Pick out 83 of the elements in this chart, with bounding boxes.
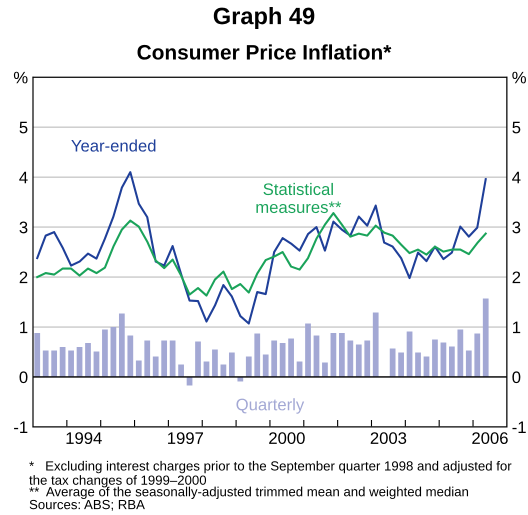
y-tick-label: 2: [20, 271, 28, 284]
bar: [415, 352, 421, 377]
bar: [204, 361, 210, 377]
x-tick-label: 2006: [472, 432, 508, 444]
bar: [161, 340, 168, 377]
bar: [262, 354, 269, 377]
bar: [51, 350, 58, 377]
bar: [127, 336, 134, 377]
bar: [372, 312, 379, 377]
bar: [118, 314, 125, 377]
bar: [220, 364, 226, 377]
chart-subtitle: Consumer Price Inflation*: [138, 44, 392, 60]
bar: [440, 342, 446, 377]
bar: [178, 364, 184, 377]
text: ** Average of the seasonally-adjusted trimmed mean and weighted median: [29, 486, 468, 499]
bar: [390, 348, 396, 377]
bar: [347, 340, 354, 377]
bar: [76, 347, 82, 377]
series-label: Quarterly: [236, 398, 304, 414]
y2-tick-label: 0: [512, 371, 520, 384]
bar: [280, 343, 286, 377]
y-tick-label: 0: [20, 371, 28, 384]
bar: [466, 350, 472, 377]
bar: [406, 332, 412, 377]
y2-tick-label: 5: [512, 122, 520, 134]
y-tick-label: 5: [20, 122, 28, 134]
bar: [144, 340, 150, 377]
bar: [170, 340, 176, 377]
y-tick-label: -1: [14, 422, 28, 433]
bar: [152, 356, 159, 377]
bar: [432, 340, 438, 377]
bar: [212, 350, 218, 377]
bar: [356, 344, 362, 377]
line-series: [36, 171, 487, 325]
bar: [457, 330, 464, 377]
bar: [246, 356, 252, 377]
y-tick-label: 4: [19, 172, 28, 184]
chart-title: Graph 49: [214, 7, 314, 30]
line-series: [36, 212, 487, 297]
y2-tick-label: 4: [512, 172, 521, 184]
bar: [296, 361, 302, 377]
bar: [474, 334, 480, 377]
y-tick-label: 1: [20, 322, 28, 334]
bar: [330, 333, 336, 377]
bar: [42, 350, 49, 377]
bar: [85, 343, 91, 377]
y2-tick-label: -1: [512, 422, 526, 433]
bar: [449, 346, 455, 377]
bar: [314, 336, 320, 377]
x-tick-label: 2000: [269, 432, 305, 444]
y2-tick-label: %: [512, 72, 526, 84]
bar: [305, 324, 311, 377]
bar: [254, 334, 260, 377]
text: * Excluding interest charges prior to the September quarter 1998 and adjusted for the tax changes of 1999–2000: [29, 460, 512, 488]
y2-tick-label: 3: [512, 222, 520, 234]
bar: [364, 340, 370, 377]
bar: [60, 347, 66, 377]
y2-tick-label: 2: [512, 271, 520, 284]
bar: [288, 338, 294, 377]
bar: [338, 333, 345, 377]
series-label: Statistical measures**: [256, 182, 342, 214]
bar: [271, 340, 278, 377]
bar: [186, 376, 192, 386]
source-note: Sources: ABS; RBA: [30, 500, 145, 511]
series-label: Year-ended: [71, 139, 156, 152]
bar: [68, 350, 74, 377]
bar: [398, 352, 404, 377]
x-tick-label: 2003: [370, 432, 406, 444]
bar: [195, 342, 201, 377]
bar: [228, 352, 235, 377]
bar: [136, 360, 142, 377]
y-tick-label: %: [14, 72, 28, 84]
y-tick-label: 3: [20, 222, 28, 234]
x-tick-label: 1994: [66, 432, 102, 444]
bar: [102, 330, 108, 377]
bar: [110, 327, 116, 377]
bar: [322, 362, 328, 377]
bar: [34, 333, 40, 377]
bar: [482, 298, 489, 377]
bar: [424, 356, 430, 377]
x-tick-label: 1997: [168, 432, 204, 444]
bar: [94, 352, 100, 377]
y2-tick-label: 1: [513, 322, 520, 334]
